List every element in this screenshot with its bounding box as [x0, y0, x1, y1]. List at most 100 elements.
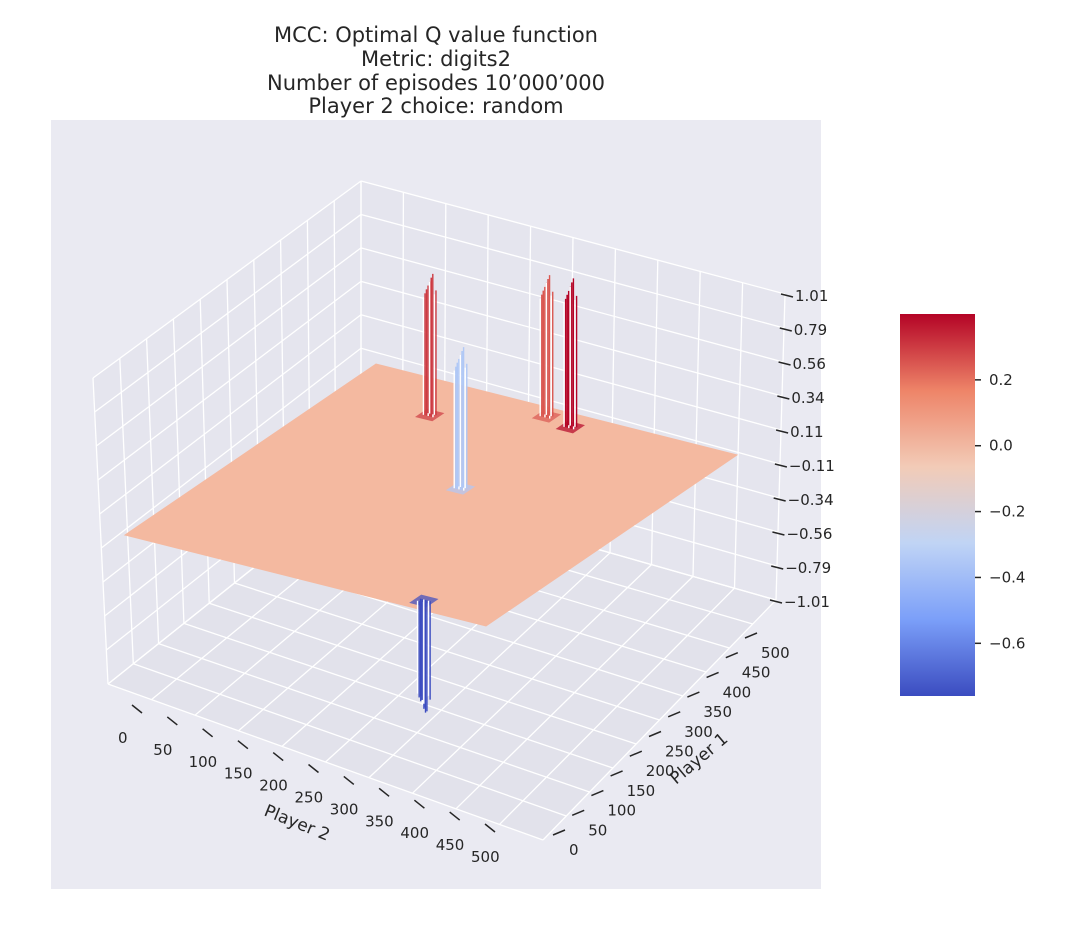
z-tick-label: −1.01	[784, 593, 830, 611]
y-tick-label: 400	[723, 683, 752, 701]
surface-plane	[123, 363, 739, 627]
grid-line	[234, 582, 660, 721]
y-tick-mark	[610, 770, 623, 777]
x-tick-label: 350	[365, 812, 394, 830]
x-tick-label: 0	[118, 729, 128, 747]
x-tick-mark	[378, 787, 390, 797]
x-tick-label: 50	[153, 741, 172, 759]
title-line-4: Player 2 choice: random	[308, 94, 563, 118]
y-tick-label: 300	[684, 723, 713, 741]
z-tick-label: −0.34	[788, 491, 834, 509]
y-tick-label: 50	[588, 821, 607, 839]
grid-line	[733, 282, 744, 589]
z-tick-mark	[773, 497, 786, 502]
z-tick-mark	[769, 599, 783, 604]
z-tick-mark	[775, 429, 789, 434]
z-tick-mark	[772, 531, 785, 536]
surface-feature-1	[531, 275, 562, 423]
z-tick-mark	[774, 463, 788, 468]
x-tick-mark	[166, 716, 178, 726]
x-tick-label: 250	[295, 789, 324, 807]
x-axis-ticks: 0 50 100 150 200 250 300 350 400 450 500	[118, 704, 500, 866]
x-tick-mark	[237, 740, 249, 750]
surface	[123, 273, 739, 713]
grid-line	[172, 318, 185, 624]
y-tick-mark	[629, 750, 643, 757]
x-tick-label: 300	[330, 800, 359, 818]
x-tick-mark	[202, 728, 214, 738]
z-tick-label: 0.79	[794, 321, 827, 339]
y-tick-mark	[571, 809, 585, 816]
z-tick-mark	[779, 327, 792, 332]
colorbar-tick-label: 0.0	[989, 437, 1013, 455]
x-tick-label: 100	[189, 753, 218, 771]
y-tick-mark	[687, 691, 700, 698]
x-tick-mark	[131, 704, 143, 714]
z-tick-mark	[771, 565, 784, 570]
z-tick-label: 0.11	[790, 423, 823, 441]
grid-line	[94, 213, 362, 413]
x-tick-label: 200	[259, 777, 288, 795]
grid-line	[499, 587, 735, 825]
grid-line	[775, 293, 786, 601]
z-axis-ticks: −1.01 −0.79 −0.56 −0.34 −0.11 0.11 0.34 0.56 0.7…	[769, 287, 835, 611]
title-line-2: Metric: digits2	[361, 47, 511, 71]
grid-line	[119, 358, 134, 664]
x-tick-mark	[413, 799, 425, 809]
grid-line	[360, 213, 785, 329]
grid-line	[360, 180, 786, 295]
y-tick-label: 100	[607, 802, 636, 820]
colorbar-ticks: 0.2 0.0 −0.2 −0.4 −0.6	[975, 371, 1025, 652]
y-tick-label: 500	[761, 644, 790, 662]
y-tick-mark	[725, 652, 739, 659]
grid-line	[692, 271, 701, 577]
y-tick-mark	[648, 730, 662, 738]
z-tick-label: −0.79	[785, 559, 831, 577]
chart-title: MCC: Optimal Q value function Metric: di…	[267, 23, 605, 118]
y-tick-label: 450	[742, 664, 771, 682]
grid-line	[650, 260, 659, 565]
z-tick-label: 0.56	[793, 355, 826, 373]
colorbar	[900, 314, 975, 696]
z-tick-mark	[780, 293, 794, 298]
grid-line	[368, 552, 611, 779]
grid-line	[99, 314, 362, 515]
surface-feature-3	[445, 347, 476, 495]
surface-feature-0	[415, 273, 445, 422]
grid-lines	[92, 180, 786, 841]
back-pane-left	[93, 181, 361, 684]
x-tick-mark	[449, 811, 461, 821]
grid-line	[97, 280, 362, 481]
grid-line	[542, 599, 777, 841]
z-tick-mark	[777, 395, 790, 400]
y-tick-mark	[591, 789, 604, 797]
z-tick-label: 0.34	[791, 389, 824, 407]
y-tick-label: 350	[703, 703, 732, 721]
z-tick-label: 1.01	[795, 287, 828, 305]
z-tick-label: −0.56	[786, 525, 832, 543]
x-tick-label: 500	[471, 848, 500, 866]
title-line-1: MCC: Optimal Q value function	[274, 23, 598, 47]
x-tick-label: 450	[436, 836, 465, 854]
z-tick-label: −0.11	[789, 457, 835, 475]
y-tick-mark	[744, 632, 758, 639]
colorbar-tick-label: −0.2	[989, 503, 1025, 521]
y-tick-mark	[706, 671, 719, 679]
colorbar-tick-label: 0.2	[989, 371, 1013, 389]
y-tick-label: 150	[627, 782, 656, 800]
y-tick-mark	[552, 829, 566, 836]
y-tick-mark	[667, 711, 681, 718]
x-tick-mark	[484, 823, 496, 833]
grid-line	[92, 377, 109, 685]
x-tick-label: 150	[224, 765, 253, 783]
surface-feature-2	[555, 278, 586, 434]
colorbar-tick-label: −0.6	[989, 634, 1025, 652]
grid-line	[145, 338, 160, 644]
x-tick-mark	[308, 763, 319, 774]
x-tick-mark	[343, 775, 355, 785]
grid-line	[100, 347, 362, 549]
grid-line	[95, 247, 362, 447]
y-tick-label: 250	[665, 743, 694, 761]
surface-feature-4	[409, 594, 439, 713]
y-tick-label: 200	[646, 762, 675, 780]
